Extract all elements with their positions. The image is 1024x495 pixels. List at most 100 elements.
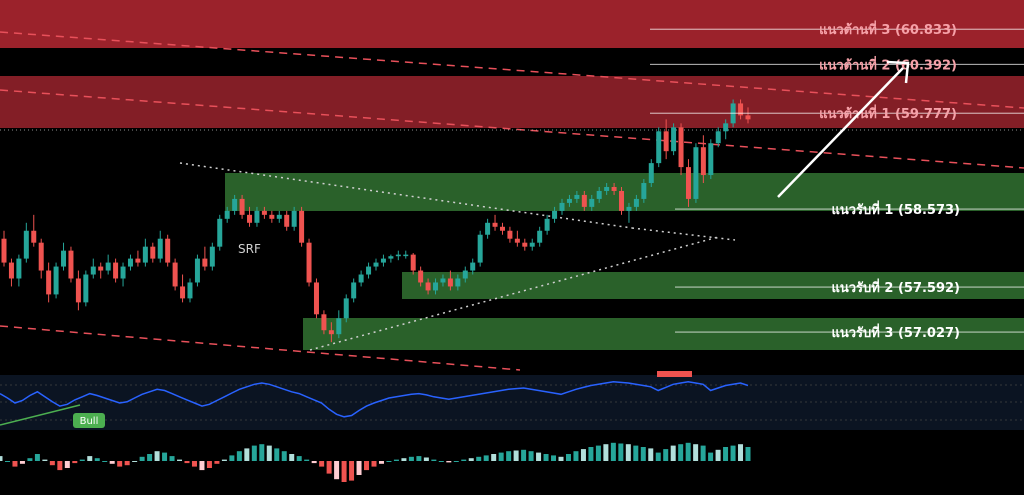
histogram-bar — [483, 455, 489, 461]
candle-body — [31, 230, 37, 243]
candle-body — [485, 222, 491, 235]
candle-body — [8, 262, 14, 279]
candle-body — [425, 282, 431, 291]
support-zone-1 — [225, 173, 1024, 211]
divergence-line — [0, 404, 81, 426]
histogram-bar — [595, 445, 601, 461]
histogram-bar — [453, 461, 459, 462]
resistance-level-label-2: แนวต้านที่ 2 (60.392) — [819, 55, 957, 73]
histogram-bar — [274, 448, 280, 461]
histogram-bar — [408, 456, 414, 461]
candle-body — [105, 262, 111, 271]
histogram-bar — [745, 447, 751, 461]
candle-body — [358, 274, 364, 283]
candle-body — [172, 262, 178, 287]
histogram-bar — [723, 447, 729, 461]
trend-arrow-line — [777, 67, 904, 198]
support-level-label-2: แนวรับที่ 2 (57.592) — [831, 278, 960, 296]
histogram-bar — [655, 452, 661, 461]
candle-body — [187, 282, 193, 299]
histogram-bar — [506, 451, 512, 461]
histogram-bar — [416, 456, 422, 461]
histogram-bar — [266, 445, 272, 461]
histogram-bar — [72, 461, 78, 464]
histogram-bar — [708, 452, 714, 461]
candle-body — [321, 314, 327, 331]
candle-body — [418, 270, 424, 283]
histogram-bar — [401, 458, 407, 461]
candle-body — [202, 258, 208, 267]
histogram-bar — [618, 443, 624, 461]
resistance-level-label-1: แนวต้านที่ 3 (60.833) — [819, 20, 957, 38]
candle-body — [380, 258, 386, 263]
histogram-bar — [551, 455, 557, 461]
candle-body — [626, 206, 632, 211]
histogram-bar — [610, 442, 616, 461]
histogram-bar — [177, 459, 183, 461]
histogram-bar — [124, 461, 130, 466]
histogram-bar — [221, 459, 227, 461]
oscillator-pane — [0, 375, 1024, 430]
candle-body — [247, 214, 253, 223]
candle-body — [455, 278, 461, 287]
candle-body — [596, 190, 602, 199]
histogram-bar — [236, 451, 242, 461]
channel-upper-line — [0, 31, 1024, 109]
pattern-label: SRF — [238, 242, 261, 256]
candle-body — [1, 238, 7, 263]
histogram-bar — [341, 461, 347, 482]
histogram-bar — [147, 454, 153, 461]
candle-body — [113, 262, 119, 279]
histogram-bar — [139, 456, 145, 461]
histogram-bar — [42, 459, 48, 461]
candle-body — [261, 210, 267, 215]
channel-lower-line — [0, 325, 521, 371]
candle-body — [38, 242, 44, 271]
candle-body — [477, 234, 483, 263]
candle-body — [157, 238, 163, 259]
candle-body — [388, 256, 394, 259]
candle-body — [328, 330, 334, 335]
candle-body — [180, 286, 186, 299]
candle-body — [433, 282, 439, 291]
candle-body — [671, 127, 677, 152]
candle-body — [150, 246, 156, 259]
candle-body — [745, 115, 751, 120]
histogram-bar — [79, 459, 85, 461]
support-level-label-1: แนวรับที่ 1 (58.573) — [831, 200, 960, 218]
histogram-bar — [431, 459, 437, 461]
candle-body — [351, 282, 357, 299]
candle-body — [135, 258, 141, 263]
histogram-bar — [715, 449, 721, 461]
histogram-bar — [334, 461, 340, 480]
histogram-bar — [109, 461, 115, 464]
candle-body — [142, 246, 148, 263]
candle-body — [574, 194, 580, 199]
candle-body — [120, 266, 126, 279]
candle-body — [611, 186, 617, 191]
histogram-bar — [378, 461, 384, 464]
histogram-bar — [648, 448, 654, 461]
histogram-bar — [281, 451, 287, 461]
candle-body — [708, 143, 714, 176]
histogram-bar — [573, 451, 579, 461]
histogram-bar — [521, 449, 527, 461]
candle-body — [194, 258, 200, 283]
support-zone-2 — [402, 272, 1024, 299]
candle-body — [224, 210, 230, 219]
candle-body — [447, 278, 453, 287]
candle-body — [313, 282, 319, 315]
histogram-bar — [162, 452, 168, 461]
histogram-bar — [461, 459, 467, 461]
channel-mid-line — [0, 89, 1024, 169]
oscillator-line — [0, 381, 749, 418]
candle-body — [46, 270, 52, 295]
bull-label: Bull — [80, 416, 99, 427]
candle-body — [738, 103, 744, 116]
histogram-bar — [311, 461, 317, 464]
histogram-bar — [625, 444, 631, 461]
candle-body — [403, 254, 409, 257]
histogram-bar — [244, 448, 250, 461]
histogram-bar — [513, 450, 519, 461]
histogram-bar — [393, 459, 399, 461]
